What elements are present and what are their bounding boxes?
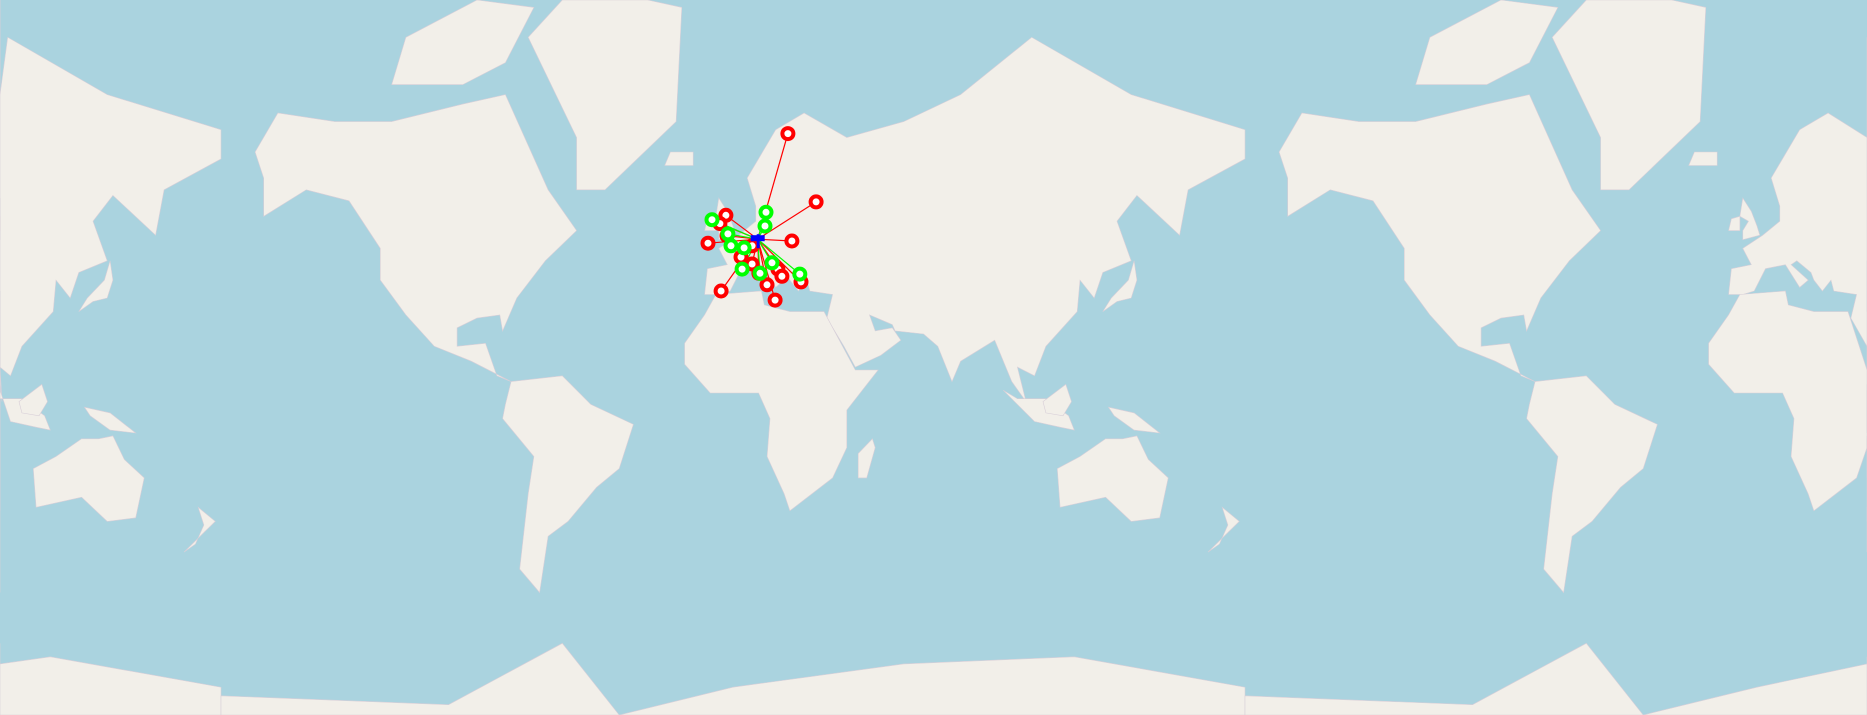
marker-layer bbox=[700, 126, 824, 308]
landmass-eurasia bbox=[0, 36, 222, 402]
marker-green[interactable] bbox=[736, 240, 752, 256]
marker-ring-icon bbox=[792, 266, 808, 282]
landmass-japan bbox=[1102, 260, 1138, 312]
landmass-new-guinea bbox=[83, 406, 137, 434]
marker-red[interactable] bbox=[784, 233, 800, 249]
landmass-north-america bbox=[1278, 94, 1601, 382]
hub-icon-stem bbox=[756, 234, 760, 249]
landmass-africa bbox=[1708, 290, 1867, 512]
landmass-borneo bbox=[1042, 383, 1072, 417]
landmass-iceland bbox=[664, 151, 694, 166]
landmass-indonesia bbox=[1002, 389, 1075, 431]
landmass-south-america bbox=[502, 375, 634, 594]
marker-ring-icon bbox=[784, 233, 800, 249]
marker-green[interactable] bbox=[758, 204, 774, 220]
landmass-north-america bbox=[254, 94, 577, 382]
marker-red[interactable] bbox=[713, 283, 729, 299]
marker-green[interactable] bbox=[792, 266, 808, 282]
landmass-borneo bbox=[18, 383, 48, 417]
landmass-canadian-arctic bbox=[391, 0, 535, 85]
marker-ring-icon bbox=[723, 238, 739, 254]
route-line-green bbox=[757, 238, 801, 275]
marker-red[interactable] bbox=[759, 277, 775, 293]
marker-ring-icon bbox=[736, 240, 752, 256]
marker-green[interactable] bbox=[704, 212, 720, 228]
landmass-new-guinea bbox=[1107, 406, 1161, 434]
marker-red[interactable] bbox=[767, 292, 783, 308]
landmass-greenland bbox=[527, 0, 683, 191]
marker-ring-icon bbox=[759, 277, 775, 293]
landmass-antarctica bbox=[1244, 642, 1867, 715]
landmass-australia bbox=[1056, 435, 1169, 522]
landmass-britain bbox=[1739, 197, 1761, 241]
marker-green[interactable] bbox=[720, 226, 736, 242]
marker-green[interactable] bbox=[723, 238, 739, 254]
marker-ring-icon bbox=[758, 204, 774, 220]
marker-red[interactable] bbox=[808, 194, 824, 210]
landmass-australia bbox=[32, 435, 145, 522]
landmass-eurasia bbox=[704, 36, 1246, 402]
marker-ring-icon bbox=[734, 261, 750, 277]
marker-ring-icon bbox=[808, 194, 824, 210]
marker-ring-icon bbox=[700, 235, 716, 251]
landmass-greenland bbox=[1551, 0, 1707, 191]
landmass-madagascar bbox=[857, 438, 876, 479]
marker-green[interactable] bbox=[757, 218, 773, 234]
marker-ring-icon bbox=[764, 255, 780, 271]
landmass-antarctica bbox=[0, 643, 222, 715]
marker-ring-icon bbox=[720, 226, 736, 242]
marker-ring-icon bbox=[780, 126, 796, 142]
landmass-new-zealand bbox=[183, 506, 216, 553]
landmass-ireland bbox=[1728, 215, 1741, 231]
marker-ring-icon bbox=[752, 265, 768, 281]
marker-ring-icon bbox=[713, 283, 729, 299]
marker-ring-icon bbox=[774, 268, 790, 284]
landmass-south-america bbox=[1526, 375, 1658, 594]
landmass-iceland bbox=[1688, 151, 1718, 166]
marker-red[interactable] bbox=[774, 268, 790, 284]
marker-ring-icon bbox=[757, 218, 773, 234]
landmass-antarctica bbox=[220, 642, 1246, 715]
marker-red[interactable] bbox=[700, 235, 716, 251]
hub-marker[interactable] bbox=[750, 234, 765, 249]
marker-red[interactable] bbox=[780, 126, 796, 142]
marker-green[interactable] bbox=[734, 261, 750, 277]
landmass-canadian-arctic bbox=[1415, 0, 1559, 85]
marker-ring-icon bbox=[704, 212, 720, 228]
marker-ring-icon bbox=[767, 292, 783, 308]
landmass-japan bbox=[78, 260, 114, 312]
marker-green[interactable] bbox=[752, 265, 768, 281]
landmass-africa bbox=[684, 290, 879, 512]
landmass-new-zealand bbox=[1207, 506, 1240, 553]
landmass-eurasia bbox=[1728, 37, 1867, 402]
marker-green[interactable] bbox=[764, 255, 780, 271]
